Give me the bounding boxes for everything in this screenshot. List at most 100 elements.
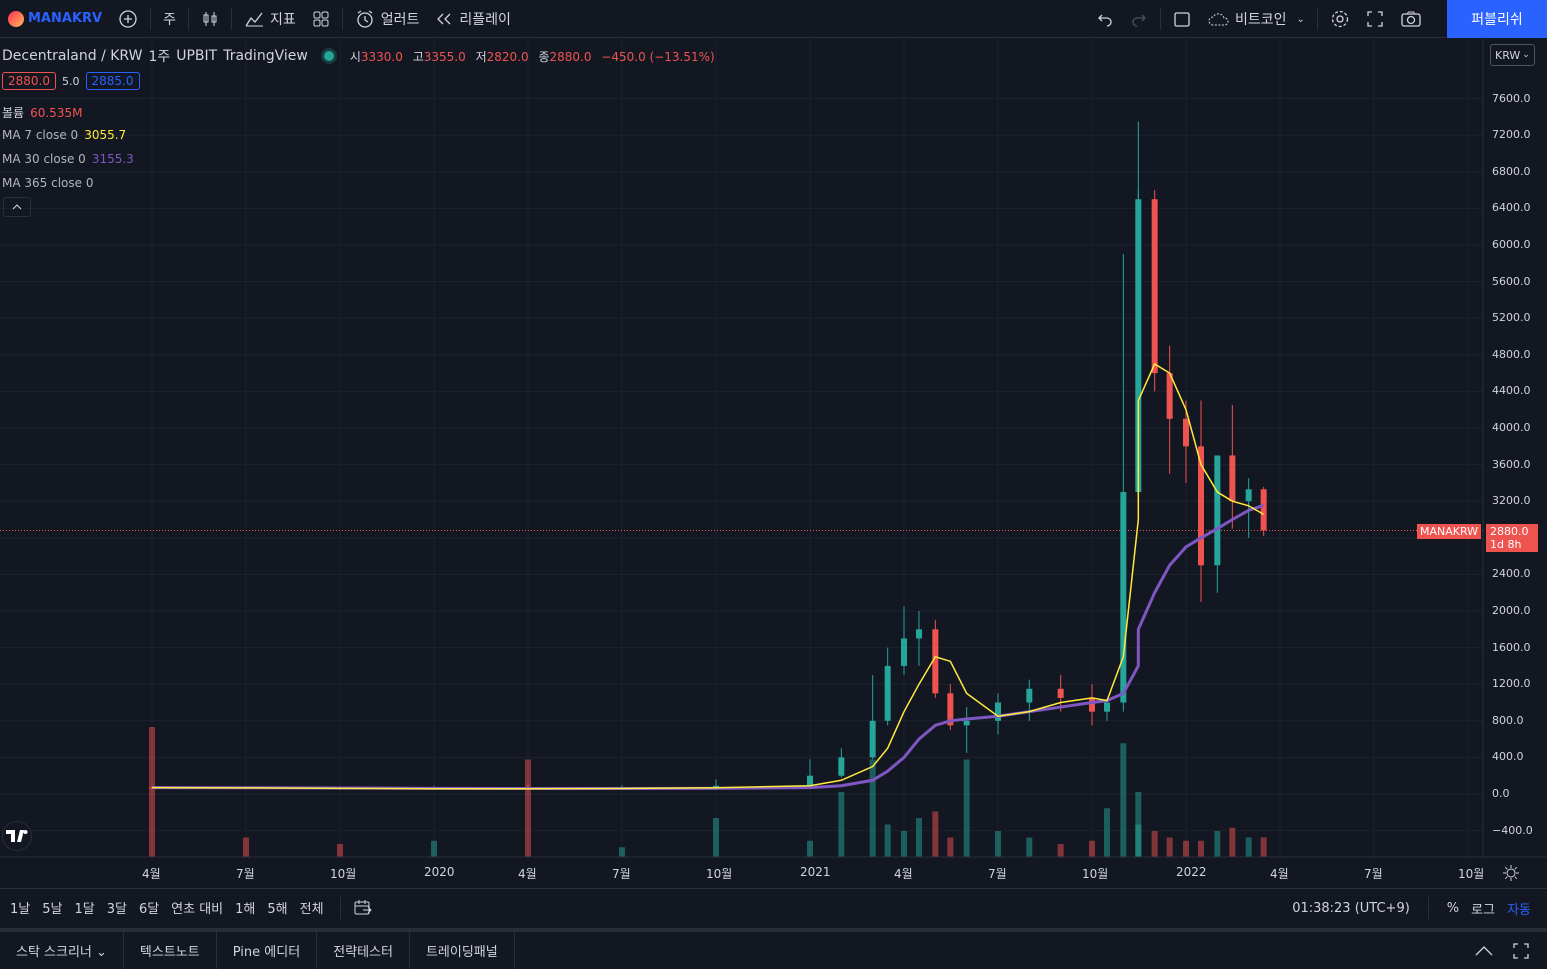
range-button[interactable]: 6달	[138, 902, 160, 917]
top-toolbar: MANAKRV 주 지표 얼러트 리플레이 비트코인	[0, 0, 1547, 38]
chart-type-button[interactable]	[193, 0, 227, 38]
ma365-label: MA 365 close 0	[2, 176, 94, 190]
publish-button[interactable]: 퍼블리쉬	[1447, 0, 1547, 38]
sun-settings-icon	[1503, 865, 1519, 881]
candle-body	[1166, 373, 1173, 419]
legend-high-label: 고	[412, 49, 424, 64]
volume-bar	[619, 847, 625, 857]
collapse-legend-button[interactable]	[3, 197, 31, 217]
candle-body	[1214, 455, 1221, 566]
calendar-goto-icon	[354, 899, 372, 914]
volume-bar	[1151, 831, 1158, 857]
indicators-button[interactable]: 지표	[236, 0, 304, 38]
candles-icon	[203, 11, 217, 26]
time-tick-label: 4월	[894, 867, 913, 881]
price-tick-label: 4800.0	[1492, 347, 1531, 361]
range-button[interactable]: 1날	[10, 902, 31, 917]
price-tick-label: 3600.0	[1492, 457, 1531, 471]
sell-price-button[interactable]: 2880.0	[2, 72, 56, 90]
ma30-value: 3155.3	[91, 152, 134, 166]
time-tick-label: 7월	[988, 867, 1007, 881]
goto-date-button[interactable]	[345, 889, 381, 927]
gear-icon	[1331, 10, 1349, 28]
volume-bar	[1183, 840, 1189, 857]
snapshot-button[interactable]	[1392, 0, 1430, 38]
settings-button[interactable]	[1322, 0, 1358, 38]
divider	[187, 7, 189, 30]
ma365-legend[interactable]: MA 365 close 0	[2, 176, 93, 190]
candle-body	[1026, 688, 1033, 703]
panel-tab[interactable]: 트레이딩패널	[410, 932, 515, 969]
divider	[341, 7, 343, 30]
market-status-icon	[323, 51, 334, 61]
candle-body	[884, 665, 891, 721]
range-button[interactable]: 연초 대비	[171, 902, 224, 917]
symbol-search[interactable]: MANAKRV	[0, 0, 110, 38]
undo-button[interactable]	[1088, 0, 1122, 38]
panel-tab[interactable]: 텍스트노트	[124, 932, 217, 969]
candle-body	[1198, 446, 1204, 566]
range-button[interactable]: 1달	[74, 902, 95, 917]
volume-bar	[1260, 837, 1267, 857]
price-tick-label: 7200.0	[1492, 128, 1531, 142]
price-tick-label: 400.0	[1492, 750, 1524, 764]
compare-symbol-button[interactable]: 비트코인 ⌄	[1199, 0, 1313, 38]
symbol-label: MANAKRV	[28, 11, 103, 26]
price-tick-label: 1200.0	[1492, 677, 1531, 691]
range-button[interactable]: 5날	[42, 902, 63, 917]
volume-bar	[916, 818, 922, 857]
range-button[interactable]: 1해	[235, 902, 256, 917]
time-tick-label: 7월	[1364, 867, 1383, 881]
volume-label: 볼륨	[2, 106, 25, 120]
bar-countdown: 1d 8h	[1490, 538, 1522, 551]
price-chart[interactable]	[0, 39, 1547, 887]
layout-button[interactable]	[304, 0, 338, 38]
candle-body	[869, 720, 876, 758]
log-scale-toggle[interactable]: 로그	[1471, 902, 1496, 918]
legend-open: 3330.0	[360, 49, 403, 64]
range-button[interactable]: 3달	[106, 902, 127, 917]
time-axis-settings-button[interactable]	[1502, 864, 1520, 882]
ma7-legend[interactable]: MA 7 close 0 3055.7	[2, 128, 126, 142]
legend-source: TradingView	[223, 48, 308, 64]
price-tick-label: 6400.0	[1492, 201, 1531, 215]
auto-scale-toggle[interactable]: 자동	[1507, 902, 1531, 918]
panel-tab[interactable]: Pine 에디터	[217, 932, 318, 969]
alert-button[interactable]: 얼러트	[347, 0, 428, 38]
candle-body	[1104, 702, 1110, 712]
alarm-clock-icon	[357, 9, 373, 28]
candle-body	[916, 629, 922, 639]
plus-circle-icon	[119, 9, 137, 28]
volume-bar	[947, 837, 954, 857]
interval-button[interactable]: 주	[163, 11, 176, 28]
add-symbol-button[interactable]	[110, 0, 146, 38]
candle-body	[807, 775, 813, 786]
price-tick-label: 4400.0	[1492, 384, 1531, 398]
panel-tab[interactable]: 전략테스터	[317, 932, 410, 969]
maximize-panel-icon[interactable]	[1513, 942, 1529, 959]
range-button[interactable]: 5해	[267, 902, 288, 917]
panel-tab[interactable]: 스탁 스크리너 ⌄	[0, 932, 124, 969]
volume-bar	[963, 759, 970, 857]
redo-button[interactable]	[1122, 0, 1156, 38]
volume-legend[interactable]: 볼륨 60.535M	[2, 104, 82, 121]
redo-icon	[1132, 14, 1146, 27]
chevron-up-icon[interactable]	[1475, 945, 1493, 956]
replay-button[interactable]: 리플레이	[427, 0, 519, 38]
currency-selector[interactable]: KRW ⌄	[1490, 44, 1535, 66]
bottom-panel-tabs: 스탁 스크리너 ⌄ 텍스트노트 Pine 에디터 전략테스터 트레이딩패널	[0, 928, 1547, 969]
range-button[interactable]: 전체	[299, 902, 324, 917]
fullscreen-selection-button[interactable]	[1165, 0, 1199, 38]
price-tick-label: 5600.0	[1492, 274, 1531, 288]
legend-title[interactable]: Decentraland / KRW	[2, 48, 143, 64]
buy-price-button[interactable]: 2885.0	[85, 72, 140, 90]
price-tick-label: 0.0	[1492, 787, 1510, 800]
time-tick-label: 2022	[1176, 865, 1207, 879]
clock[interactable]: 01:38:23 (UTC+9)	[1292, 900, 1410, 916]
legend-interval[interactable]: 1주	[148, 49, 171, 65]
fullscreen-button[interactable]	[1358, 0, 1392, 38]
ma30-legend[interactable]: MA 30 close 0 3155.3	[2, 152, 134, 166]
tradingview-logo[interactable]	[2, 821, 32, 851]
percent-scale-toggle[interactable]: %	[1446, 900, 1460, 916]
volume-bar	[1120, 743, 1127, 857]
